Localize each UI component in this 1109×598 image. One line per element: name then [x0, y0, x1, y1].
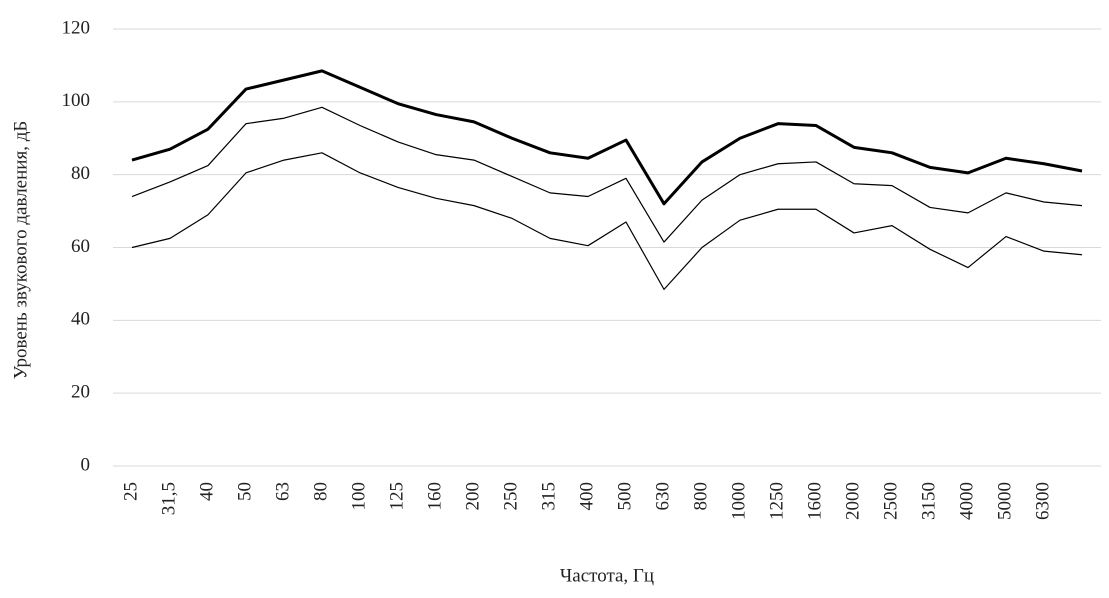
- y-tick-label: 40: [71, 309, 90, 330]
- x-tick-label: 5000: [994, 482, 1015, 520]
- x-tick-label: 315: [538, 482, 559, 511]
- line: [131, 106, 1083, 243]
- y-tick-label: 120: [62, 17, 91, 38]
- x-tick-label: 400: [576, 482, 597, 511]
- x-tick-label: 40: [196, 482, 217, 501]
- x-tick-label: 500: [614, 482, 635, 511]
- y-axis-title: Уровень звукового давления, дБ: [10, 121, 31, 380]
- x-tick-label: 800: [690, 482, 711, 511]
- x-tick-label: 2500: [880, 482, 901, 520]
- y-tick-label: 0: [81, 454, 91, 475]
- x-tick-label: 4000: [956, 482, 977, 520]
- x-tick-label: 31,5: [158, 482, 179, 515]
- x-tick-label: 1000: [728, 482, 749, 520]
- x-tick-label: 3150: [918, 482, 939, 520]
- x-tick-label: 2000: [842, 482, 863, 520]
- line: [131, 152, 1083, 290]
- x-tick-label: 25: [120, 482, 141, 501]
- x-tick-label: 1250: [766, 482, 787, 520]
- x-tick-label: 200: [462, 482, 483, 511]
- x-axis-title: Частота, Гц: [560, 565, 654, 586]
- x-tick-label: 160: [424, 482, 445, 511]
- x-tick-label: 125: [386, 482, 407, 511]
- y-tick-label: 80: [71, 163, 90, 184]
- y-tick-label: 60: [71, 236, 90, 257]
- y-tick-label: 20: [71, 382, 90, 403]
- x-tick-label: 1600: [804, 482, 825, 520]
- x-tick-label: 6300: [1032, 482, 1053, 520]
- x-tick-label: 250: [500, 482, 521, 511]
- x-tick-label: 63: [272, 482, 293, 501]
- x-tick-label: 50: [234, 482, 255, 501]
- x-tick-label: 80: [310, 482, 331, 501]
- y-tick-label: 100: [62, 90, 91, 111]
- line: [131, 69, 1083, 206]
- x-tick-label: 100: [348, 482, 369, 511]
- x-tick-label: 630: [652, 482, 673, 511]
